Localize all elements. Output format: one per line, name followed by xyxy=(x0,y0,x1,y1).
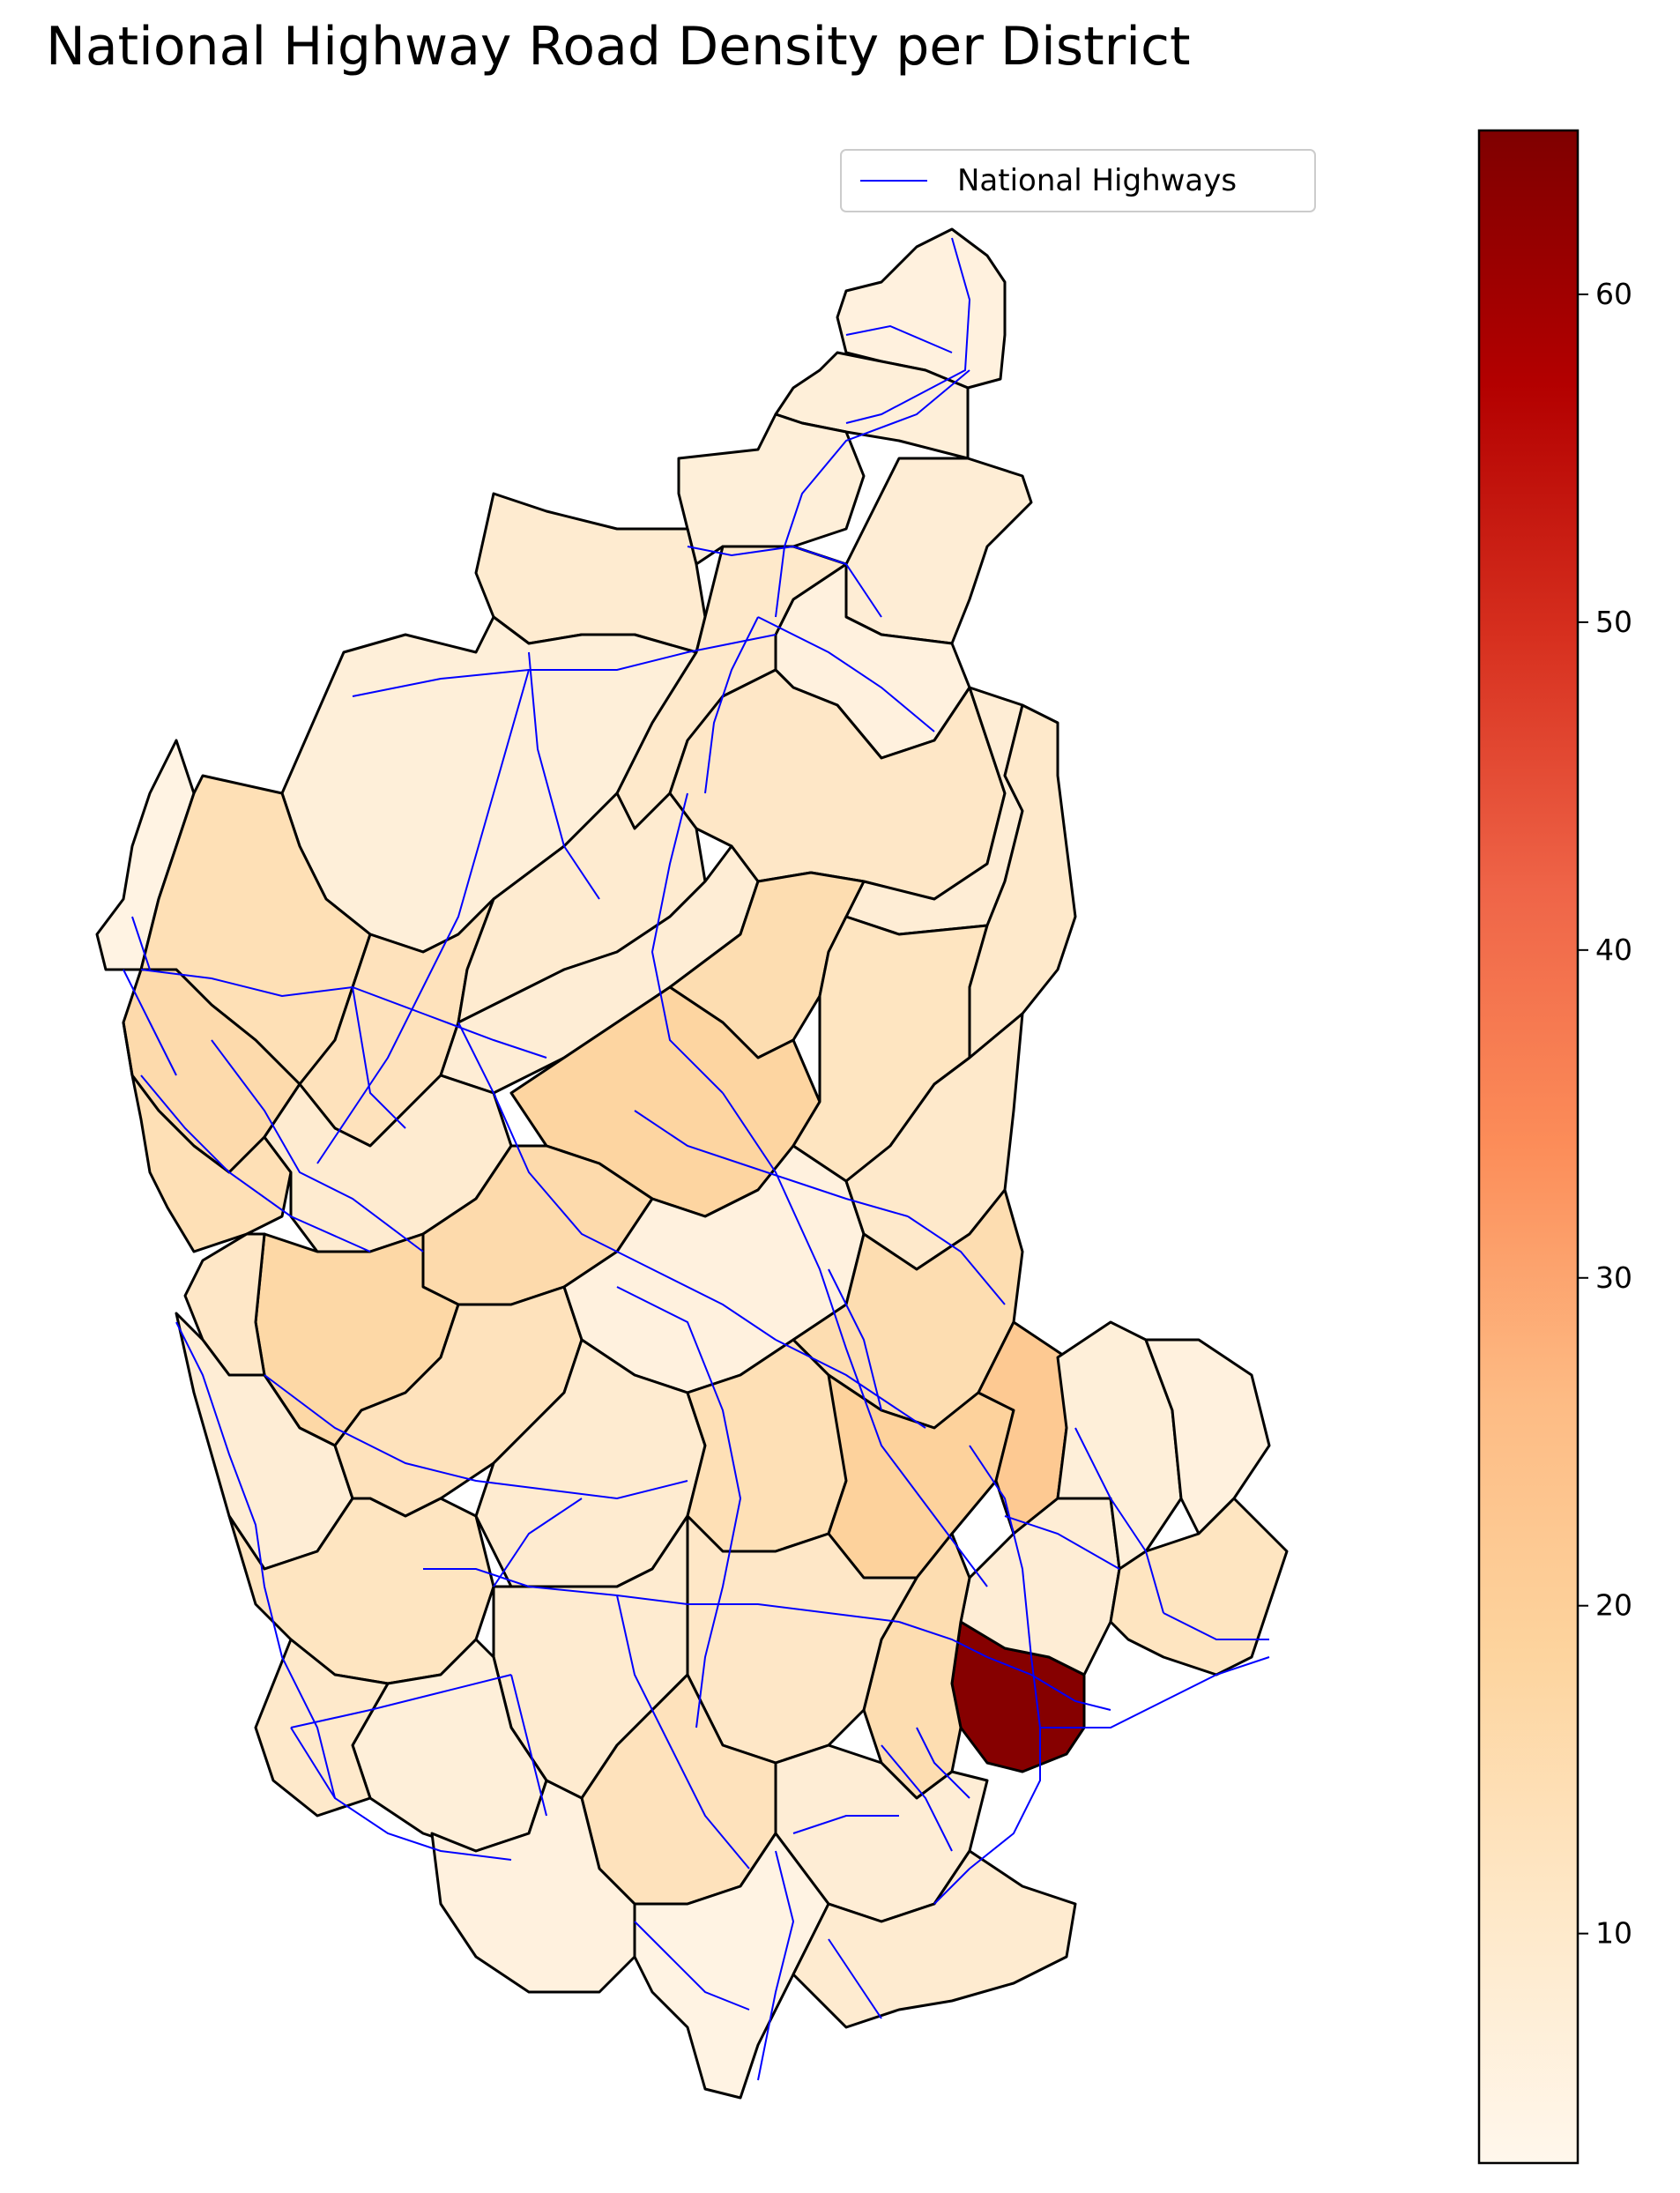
national-highway-line xyxy=(264,1374,688,1500)
national-highway-line xyxy=(933,1868,970,1905)
national-highway-line xyxy=(1004,1515,1120,1570)
national-highway-line xyxy=(687,545,882,618)
national-highway-line xyxy=(290,1674,512,1728)
national-highway-line xyxy=(634,1110,909,1217)
colorbar: 10 20 30 40 50 60 xyxy=(1477,129,1632,2165)
colorbar-tick-label: 30 xyxy=(1595,1260,1632,1295)
district-polygon xyxy=(677,413,866,566)
national-highway-line xyxy=(616,1595,750,1870)
colorbar-gradient xyxy=(1477,129,1580,2165)
national-highway-line xyxy=(290,1727,512,1861)
national-highway-line xyxy=(352,634,777,697)
national-highway-line xyxy=(757,1850,795,2081)
national-highway-line xyxy=(828,1268,882,1411)
national-highway-line xyxy=(845,237,971,424)
district-polygon xyxy=(1109,1497,1289,1676)
national-highway-line xyxy=(352,986,406,1129)
national-highway-line xyxy=(1040,1656,1270,1728)
national-highway-line xyxy=(898,1621,988,1658)
national-highway-line xyxy=(616,1286,742,1728)
district-polygon xyxy=(122,1021,293,1253)
district-polygon xyxy=(862,1532,971,1800)
national-highway-line xyxy=(845,324,953,353)
district-polygon xyxy=(439,844,760,1095)
national-highway-line xyxy=(211,1039,424,1253)
national-highway-line xyxy=(140,1074,371,1253)
national-highway-line xyxy=(969,1445,1032,1658)
legend: National Highways xyxy=(840,149,1316,212)
national-highway-line xyxy=(969,1656,1041,1870)
district-polygon xyxy=(968,703,1077,1059)
colorbar-ticks: 10 20 30 40 50 60 xyxy=(1578,277,1632,1951)
national-highway-line xyxy=(457,1022,777,1341)
district-polygon xyxy=(844,457,1033,645)
colorbar-tick-label: 60 xyxy=(1595,277,1632,311)
national-highway-line xyxy=(907,1215,1006,1305)
national-highway-line xyxy=(131,916,151,970)
national-highway-line xyxy=(828,1938,882,2019)
national-highway-line xyxy=(493,1498,583,1587)
national-highway-line xyxy=(423,1568,688,1605)
national-highway-line xyxy=(123,969,177,1076)
legend-box xyxy=(840,149,1316,212)
national-highway-line xyxy=(688,1603,900,1623)
national-highway-line xyxy=(986,1656,1111,1711)
national-highway-line xyxy=(528,651,600,900)
chart-title: National Highway Road Density per Distri… xyxy=(46,16,1191,78)
colorbar-tick-label: 50 xyxy=(1595,605,1632,639)
national-highway-line xyxy=(792,1815,899,1834)
national-highway-line xyxy=(1074,1427,1164,1614)
national-highway-line xyxy=(775,369,970,618)
national-highway-line xyxy=(510,1674,547,1817)
national-highways-layer xyxy=(123,237,1270,2081)
national-highway-line xyxy=(757,616,935,732)
colorbar-tick-label: 20 xyxy=(1595,1588,1632,1623)
district-polygon xyxy=(254,1638,390,1818)
national-highway-line xyxy=(704,616,759,794)
legend-label: National Highways xyxy=(957,163,1237,198)
colorbar-tick-label: 40 xyxy=(1595,933,1632,967)
district-polygon xyxy=(774,351,970,460)
district-polygons xyxy=(95,227,1289,2100)
national-highway-line xyxy=(775,1339,926,1429)
national-highway-line xyxy=(316,669,530,1164)
national-highway-line xyxy=(722,1092,988,1587)
national-highway-line xyxy=(1163,1612,1269,1640)
national-highway-line xyxy=(634,1921,750,2011)
national-highway-line xyxy=(916,1727,970,1799)
national-highway-line xyxy=(650,792,724,1094)
national-highway-line xyxy=(175,1321,336,1799)
district-polygon xyxy=(633,1832,830,2100)
colorbar-tick-label: 10 xyxy=(1595,1916,1632,1951)
district-polygon xyxy=(668,871,866,1059)
national-highway-line xyxy=(881,1744,953,1852)
